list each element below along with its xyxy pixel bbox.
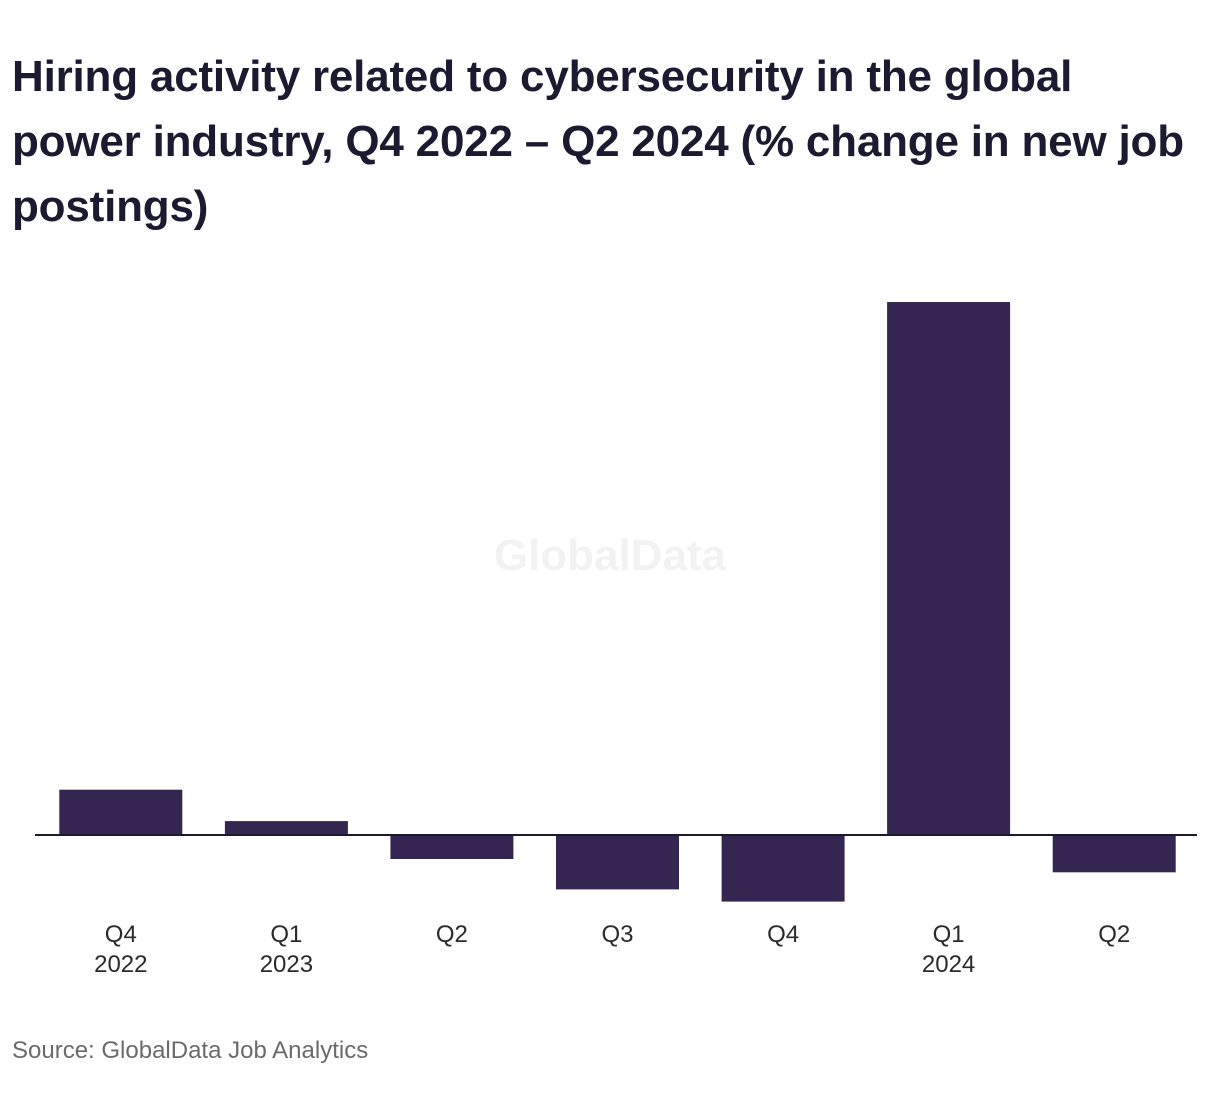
tick-label-quarter: Q1 [933,921,965,948]
tick-label-quarter: Q3 [601,921,633,948]
bar-3 [556,835,679,890]
tick-label-year: 2023 [260,951,313,978]
tick-label-year: 2022 [94,951,147,978]
source-note: Source: GlobalData Job Analytics [12,1037,369,1064]
watermark: GlobalData [494,531,727,580]
bars-group [59,302,1176,902]
tick-label-quarter: Q4 [767,921,799,948]
tick-label-quarter: Q2 [436,921,468,948]
tick-label-year: 2024 [922,951,975,978]
bar-2 [390,835,514,859]
bar-0 [59,789,183,835]
x-tick-labels: Q4 2022 Q1 2023 Q2 Q3 Q4 Q1 2024 Q2 [94,921,1130,978]
bar-1 [224,821,348,835]
bar-5 [887,302,1011,835]
tick-label-quarter: Q1 [270,921,302,948]
bar-6 [1052,835,1176,873]
tick-label-quarter: Q2 [1098,921,1130,948]
tick-label-quarter: Q4 [105,921,137,948]
chart-title: Hiring activity related to cybersecurity… [12,52,1184,231]
bar-4 [721,835,845,902]
